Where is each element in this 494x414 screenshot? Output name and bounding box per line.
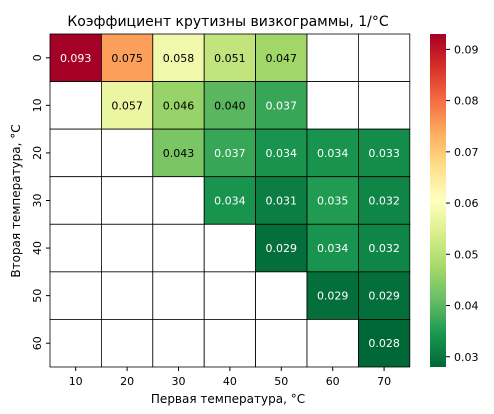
heatmap-cell [101,33,154,82]
heatmap-cell [357,128,411,178]
heatmap-cell [203,176,256,225]
y-tick-label: 0 [31,54,44,61]
x-tick-label: 40 [223,375,237,388]
cell-value-label: 0.032 [368,242,400,255]
y-tick-label: 50 [31,289,44,303]
empty-cell [357,81,411,130]
x-tick-label: 70 [377,375,391,388]
empty-cell [101,271,154,320]
empty-cell [49,319,102,368]
empty-cell [306,81,359,130]
empty-cell [306,33,359,82]
colorbar-tick-label: 0.07 [454,146,479,159]
cell-value-label: 0.093 [60,52,92,65]
empty-cell [203,271,256,320]
empty-cell [357,33,411,82]
colorbar-tick-label: 0.06 [454,197,479,210]
cell-value-label: 0.028 [368,337,400,350]
heatmap-cell [49,33,102,82]
heatmap-cell [255,128,308,178]
cell-value-label: 0.029 [266,242,298,255]
heatmap-cell [306,176,359,225]
empty-cell [152,319,205,368]
heatmap-cell [152,33,205,82]
heatmap-cell [306,128,359,178]
cell-value-label: 0.043 [163,147,195,160]
cell-value-label: 0.034 [317,147,349,160]
empty-cell [255,319,308,368]
cell-value-label: 0.034 [214,195,246,208]
heatmap-cell [152,81,205,130]
cell-value-label: 0.029 [368,290,400,303]
empty-cell [152,271,205,320]
empty-cell [49,128,102,178]
empty-cell [49,81,102,130]
cell-value-label: 0.033 [368,147,400,160]
y-tick-label: 30 [31,194,44,208]
cell-value-label: 0.037 [266,99,298,112]
empty-cell [101,319,154,368]
colorbar-tick-label: 0.04 [454,300,479,313]
colorbar-tick-label: 0.08 [454,95,479,108]
x-tick-label: 10 [69,375,83,388]
cell-value-label: 0.034 [266,147,298,160]
empty-cell [203,223,256,273]
y-axis-ticks: 0 10 20 30 40 50 60 [31,54,50,350]
y-axis-label: Вторая температура, °C [9,124,23,277]
heatmap-cell [357,271,411,320]
empty-cell [152,176,205,225]
cell-value-label: 0.032 [368,195,400,208]
empty-cell [255,271,308,320]
x-tick-label: 30 [172,375,186,388]
empty-cell [101,223,154,273]
y-tick-label: 10 [31,98,44,112]
empty-cell [101,176,154,225]
cell-value-label: 0.031 [266,195,298,208]
empty-cell [49,223,102,273]
cell-value-label: 0.051 [214,52,246,65]
empty-cell [101,128,154,178]
x-axis-ticks: 10 20 30 40 50 60 70 [69,366,391,388]
cell-value-label: 0.047 [266,52,298,65]
colorbar-ticks: 0.03 0.04 0.05 0.06 0.07 0.08 0.09 [446,43,479,364]
y-tick-label: 40 [31,241,44,255]
x-tick-label: 20 [120,375,134,388]
empty-cell [152,223,205,273]
heatmap-cell [203,128,256,178]
colorbar-tick-label: 0.09 [454,43,479,56]
empty-cell [203,319,256,368]
cell-value-label: 0.035 [317,195,349,208]
y-tick-label: 20 [31,146,44,160]
cell-value-label: 0.057 [111,99,143,112]
x-axis-label: Первая температура, °C [151,392,305,406]
heatmap-cell [357,176,411,225]
cell-value-label: 0.040 [214,99,246,112]
chart-title: Коэффициент крутизны визкограммы, 1/°C [67,14,389,30]
y-tick-label: 60 [31,336,44,350]
cell-value-labels: 0.093 0.075 0.058 0.051 0.047 0.057 0.046 0.040… [60,52,400,350]
empty-cell [49,271,102,320]
empty-cell [306,319,359,368]
cell-value-label: 0.037 [214,147,246,160]
cell-value-label: 0.029 [317,290,349,303]
colorbar-tick-label: 0.05 [454,248,479,261]
heatmap-cell [357,319,411,368]
cell-value-label: 0.034 [317,242,349,255]
heatmap-cell [152,128,205,178]
cell-value-label: 0.075 [111,52,143,65]
x-tick-label: 60 [326,375,340,388]
heatmap-cells [49,33,411,368]
cell-value-label: 0.046 [163,99,195,112]
empty-cell [49,176,102,225]
colorbar [430,34,446,367]
x-tick-label: 50 [274,375,288,388]
heatmap-cell [255,81,308,130]
cell-value-label: 0.058 [163,52,195,65]
colorbar-tick-label: 0.03 [454,351,479,364]
